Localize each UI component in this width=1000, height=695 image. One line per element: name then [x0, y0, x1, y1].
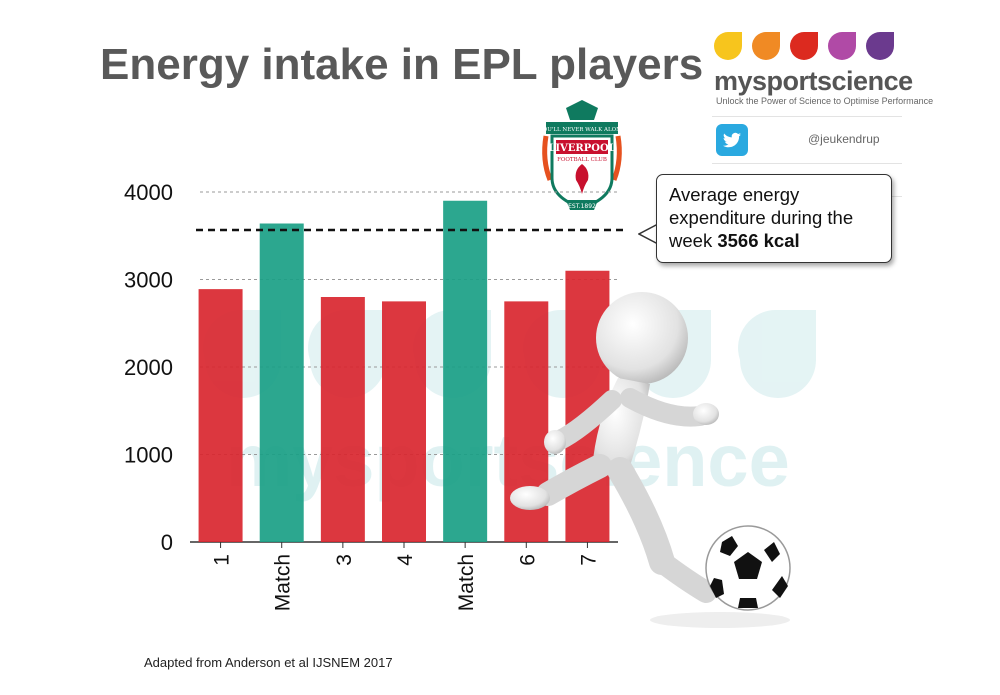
page-title: Energy intake in EPL players — [100, 40, 704, 89]
watermark-drop — [738, 309, 816, 398]
y-tick-label: 4000 — [124, 180, 173, 205]
bar — [198, 289, 243, 542]
x-tick-label: Match — [272, 554, 295, 611]
bar — [382, 301, 426, 542]
liverpool-crest-icon: YOU'LL NEVER WALK ALONE LIVERPOOL FOOTBA… — [538, 100, 625, 210]
y-tick-label: 2000 — [124, 355, 173, 380]
brand-tagline: Unlock the Power of Science to Optimise … — [716, 96, 934, 106]
kicking-figure-icon — [510, 292, 791, 628]
bar — [320, 297, 365, 542]
source-footnote: Adapted from Anderson et al IJSNEM 2017 — [144, 655, 393, 670]
brand-drop — [866, 32, 894, 60]
y-tick-label: 1000 — [124, 443, 173, 468]
soccer-ball-icon — [705, 525, 791, 611]
x-tick-label: 6 — [516, 554, 539, 566]
twitter-icon[interactable] — [716, 124, 748, 156]
divider — [712, 163, 902, 164]
x-tick-label: 4 — [394, 554, 417, 566]
crest-motto: YOU'LL NEVER WALK ALONE — [538, 127, 625, 133]
callout-highlight: 3566 kcal — [717, 230, 800, 251]
y-tick-label: 0 — [161, 530, 173, 555]
callout-text: Average energy expenditure during the we… — [669, 184, 854, 251]
brand-drop — [828, 32, 856, 60]
x-tick-label: 1 — [211, 554, 234, 566]
crest-established: EST.1892 — [568, 203, 596, 210]
brand-drop — [790, 32, 818, 60]
energy-expenditure-callout: Average energy expenditure during the we… — [656, 174, 892, 263]
x-tick-label: Match — [455, 554, 478, 611]
callout-pointer — [638, 223, 659, 245]
brand-name: mysportscience — [714, 66, 913, 96]
bar — [259, 223, 304, 542]
bar — [443, 200, 488, 542]
y-tick-label: 3000 — [124, 268, 173, 293]
divider — [712, 116, 902, 117]
brand-drop — [714, 32, 742, 60]
brand-drops-icon — [714, 32, 894, 60]
brand-drop — [752, 32, 780, 60]
x-tick-label: 3 — [333, 554, 356, 566]
twitter-handle[interactable]: @jeukendrup — [808, 132, 880, 146]
crest-name: LIVERPOOL — [548, 143, 615, 154]
x-tick-label: 7 — [577, 554, 600, 566]
crest-subtitle: FOOTBALL CLUB — [557, 157, 607, 163]
